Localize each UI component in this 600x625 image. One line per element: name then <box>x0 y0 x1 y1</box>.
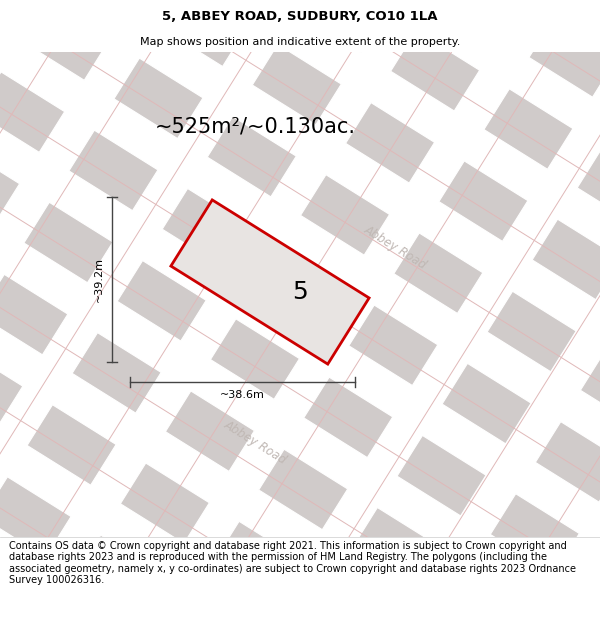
Text: ~39.2m: ~39.2m <box>94 257 104 302</box>
Polygon shape <box>301 175 389 255</box>
Polygon shape <box>24 202 113 282</box>
Polygon shape <box>445 566 534 625</box>
Polygon shape <box>584 552 600 625</box>
Polygon shape <box>171 200 369 364</box>
Polygon shape <box>72 332 161 413</box>
Polygon shape <box>442 363 531 444</box>
Polygon shape <box>259 449 348 529</box>
Polygon shape <box>490 494 580 574</box>
Polygon shape <box>166 391 254 471</box>
Polygon shape <box>30 608 119 625</box>
Polygon shape <box>352 508 441 588</box>
Polygon shape <box>214 521 302 602</box>
Text: Contains OS data © Crown copyright and database right 2021. This information is : Contains OS data © Crown copyright and d… <box>9 541 576 586</box>
Polygon shape <box>574 0 600 25</box>
Polygon shape <box>0 274 68 355</box>
Polygon shape <box>0 549 26 625</box>
Polygon shape <box>121 463 209 544</box>
Text: Abbey Road: Abbey Road <box>221 418 289 466</box>
Polygon shape <box>159 0 248 66</box>
Polygon shape <box>76 535 164 616</box>
Polygon shape <box>0 72 65 152</box>
Polygon shape <box>69 130 158 211</box>
Polygon shape <box>484 89 573 169</box>
Polygon shape <box>298 0 386 52</box>
Polygon shape <box>0 346 23 427</box>
Polygon shape <box>346 102 434 183</box>
Polygon shape <box>436 0 524 39</box>
Text: 5, ABBEY ROAD, SUDBURY, CO10 1LA: 5, ABBEY ROAD, SUDBURY, CO10 1LA <box>162 11 438 23</box>
Polygon shape <box>211 319 299 399</box>
Polygon shape <box>0 477 71 558</box>
Polygon shape <box>487 291 576 372</box>
Polygon shape <box>439 161 528 241</box>
Polygon shape <box>256 247 344 328</box>
Polygon shape <box>207 116 296 197</box>
Polygon shape <box>0 144 20 224</box>
Polygon shape <box>304 377 393 458</box>
Polygon shape <box>394 233 483 313</box>
Text: 5: 5 <box>292 280 308 304</box>
Polygon shape <box>162 189 251 269</box>
Polygon shape <box>20 0 110 80</box>
Text: Map shows position and indicative extent of the property.: Map shows position and indicative extent… <box>140 38 460 48</box>
Polygon shape <box>349 305 438 386</box>
Text: ~38.6m: ~38.6m <box>220 390 265 400</box>
Polygon shape <box>117 261 206 341</box>
Polygon shape <box>532 219 600 299</box>
Polygon shape <box>27 405 116 485</box>
Polygon shape <box>114 58 203 139</box>
Polygon shape <box>169 593 257 625</box>
Text: ~525m²/~0.130ac.: ~525m²/~0.130ac. <box>155 117 356 137</box>
Polygon shape <box>539 624 600 625</box>
Text: Abbey Road: Abbey Road <box>361 222 428 271</box>
Polygon shape <box>0 0 16 22</box>
Polygon shape <box>580 349 600 430</box>
Polygon shape <box>397 436 486 516</box>
Polygon shape <box>307 579 396 625</box>
Polygon shape <box>66 0 155 8</box>
Polygon shape <box>577 147 600 228</box>
Polygon shape <box>252 44 341 125</box>
Polygon shape <box>535 422 600 502</box>
Polygon shape <box>529 17 600 97</box>
Polygon shape <box>391 31 479 111</box>
